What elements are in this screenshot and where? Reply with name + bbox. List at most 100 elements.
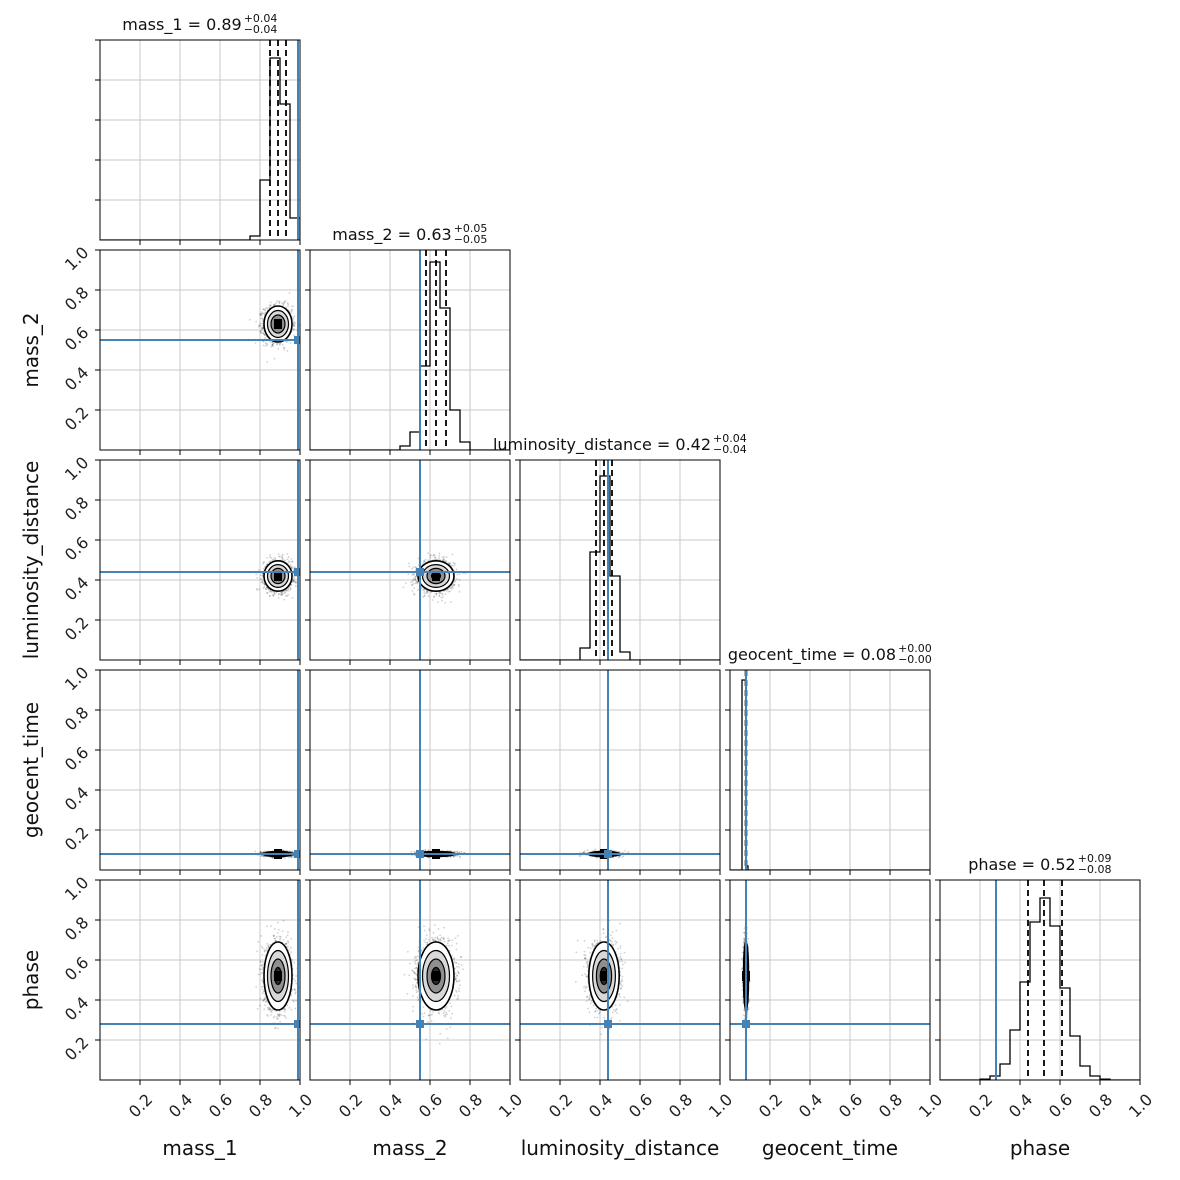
sample-point (269, 304, 272, 307)
panel-frame (99, 459, 301, 661)
sample-point (413, 587, 416, 589)
sample-point (294, 581, 297, 584)
sample-point (258, 588, 261, 591)
title-minus-phase: −0.08 (1078, 863, 1112, 876)
sample-point (414, 578, 417, 581)
sample-point (275, 302, 277, 305)
sample-point (279, 342, 282, 345)
hist-panel-geocent_time (730, 670, 930, 870)
sample-point (427, 559, 430, 562)
panel-frame (99, 39, 301, 241)
sample-point (255, 320, 258, 323)
sample-point (444, 601, 447, 604)
sample-point (444, 560, 447, 563)
sample-point (278, 592, 280, 595)
sample-point (423, 560, 426, 563)
sample-point (295, 581, 298, 584)
sample-point (438, 554, 441, 557)
sample-point (443, 559, 446, 561)
sample-point (261, 317, 264, 320)
title-plus-mass_1: +0.04 (244, 12, 278, 25)
sample-point (277, 553, 280, 556)
histogram-phase (940, 897, 1140, 1080)
panel-frame (729, 669, 931, 871)
sample-point (281, 593, 284, 595)
sample-point (408, 562, 410, 565)
sample-point (270, 591, 273, 593)
sample-point (290, 560, 293, 563)
sample-point (448, 562, 451, 565)
sample-point (264, 345, 267, 347)
sample-point (292, 579, 295, 582)
sample-point (260, 324, 262, 327)
sample-point (260, 327, 263, 330)
sample-point (254, 342, 257, 344)
sample-point (429, 556, 432, 559)
sample-point (417, 557, 420, 560)
sample-point (262, 318, 264, 321)
sample-point (289, 586, 292, 589)
sample-point (286, 350, 289, 352)
sample-point (274, 557, 276, 559)
sample-point (284, 299, 287, 302)
sample-point (292, 327, 295, 330)
sample-point (457, 583, 460, 586)
density-peak (274, 319, 282, 329)
sample-point (414, 577, 417, 580)
sample-point (441, 594, 444, 596)
sample-point (281, 302, 284, 304)
hist-panel-mass_1 (100, 40, 300, 240)
histogram-mass_2 (310, 261, 510, 450)
sample-point (433, 595, 436, 598)
sample-point (281, 593, 284, 596)
sample-point (259, 312, 261, 315)
sample-point (291, 308, 294, 311)
sample-point (291, 856, 293, 859)
sample-point (438, 557, 440, 559)
sample-point (449, 601, 452, 603)
sample-point (423, 592, 426, 594)
sample-point (279, 594, 282, 596)
sample-point (439, 592, 442, 595)
sample-point (293, 577, 296, 580)
sample-point (453, 583, 456, 586)
sample-point (293, 324, 296, 327)
sample-point (281, 558, 284, 561)
sample-point (263, 333, 266, 336)
panel-frame (939, 879, 1141, 1081)
sample-point (440, 596, 443, 599)
sample-point (405, 582, 407, 585)
sample-point (402, 586, 405, 589)
sample-point (275, 591, 278, 594)
sample-point (410, 583, 413, 586)
sample-point (451, 553, 454, 556)
sample-point (444, 593, 447, 595)
sample-point (261, 328, 264, 330)
sample-point (294, 566, 296, 569)
sample-point (291, 567, 293, 569)
sample-point (262, 561, 265, 564)
sample-point (262, 308, 265, 311)
title-minus-mass_2: −0.05 (454, 233, 488, 246)
sample-point (260, 578, 263, 580)
sample-point (261, 854, 264, 857)
sample-point (283, 592, 286, 595)
sample-point (452, 583, 455, 586)
sample-point (292, 328, 295, 331)
sample-point (281, 556, 284, 559)
sample-point (280, 592, 283, 595)
sample-point (262, 332, 265, 335)
title-luminosity_distance: luminosity_distance = 0.42 (493, 435, 711, 455)
sample-point (285, 590, 288, 592)
sample-point (269, 556, 271, 559)
sample-point (270, 557, 273, 559)
sample-point (262, 855, 265, 858)
sample-point (437, 558, 440, 561)
sample-point (414, 578, 416, 581)
sample-point (438, 552, 441, 555)
sample-point (273, 357, 276, 360)
sample-point (293, 575, 295, 578)
sample-point (450, 586, 453, 589)
sample-point (259, 330, 262, 333)
sample-point (447, 590, 450, 593)
